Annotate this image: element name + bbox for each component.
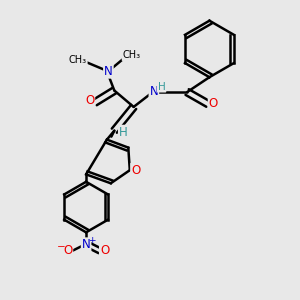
Text: +: + bbox=[88, 236, 96, 245]
Text: N: N bbox=[104, 65, 113, 78]
Text: O: O bbox=[63, 244, 72, 257]
Text: H: H bbox=[119, 126, 128, 139]
Text: O: O bbox=[209, 98, 218, 110]
Text: N: N bbox=[149, 85, 158, 98]
Text: CH₃: CH₃ bbox=[122, 50, 141, 60]
Text: H: H bbox=[158, 82, 166, 92]
Text: CH₃: CH₃ bbox=[69, 55, 87, 64]
Text: N: N bbox=[82, 238, 91, 251]
Text: O: O bbox=[100, 244, 109, 257]
Text: O: O bbox=[131, 164, 140, 177]
Text: O: O bbox=[85, 94, 94, 107]
Text: −: − bbox=[57, 242, 65, 252]
